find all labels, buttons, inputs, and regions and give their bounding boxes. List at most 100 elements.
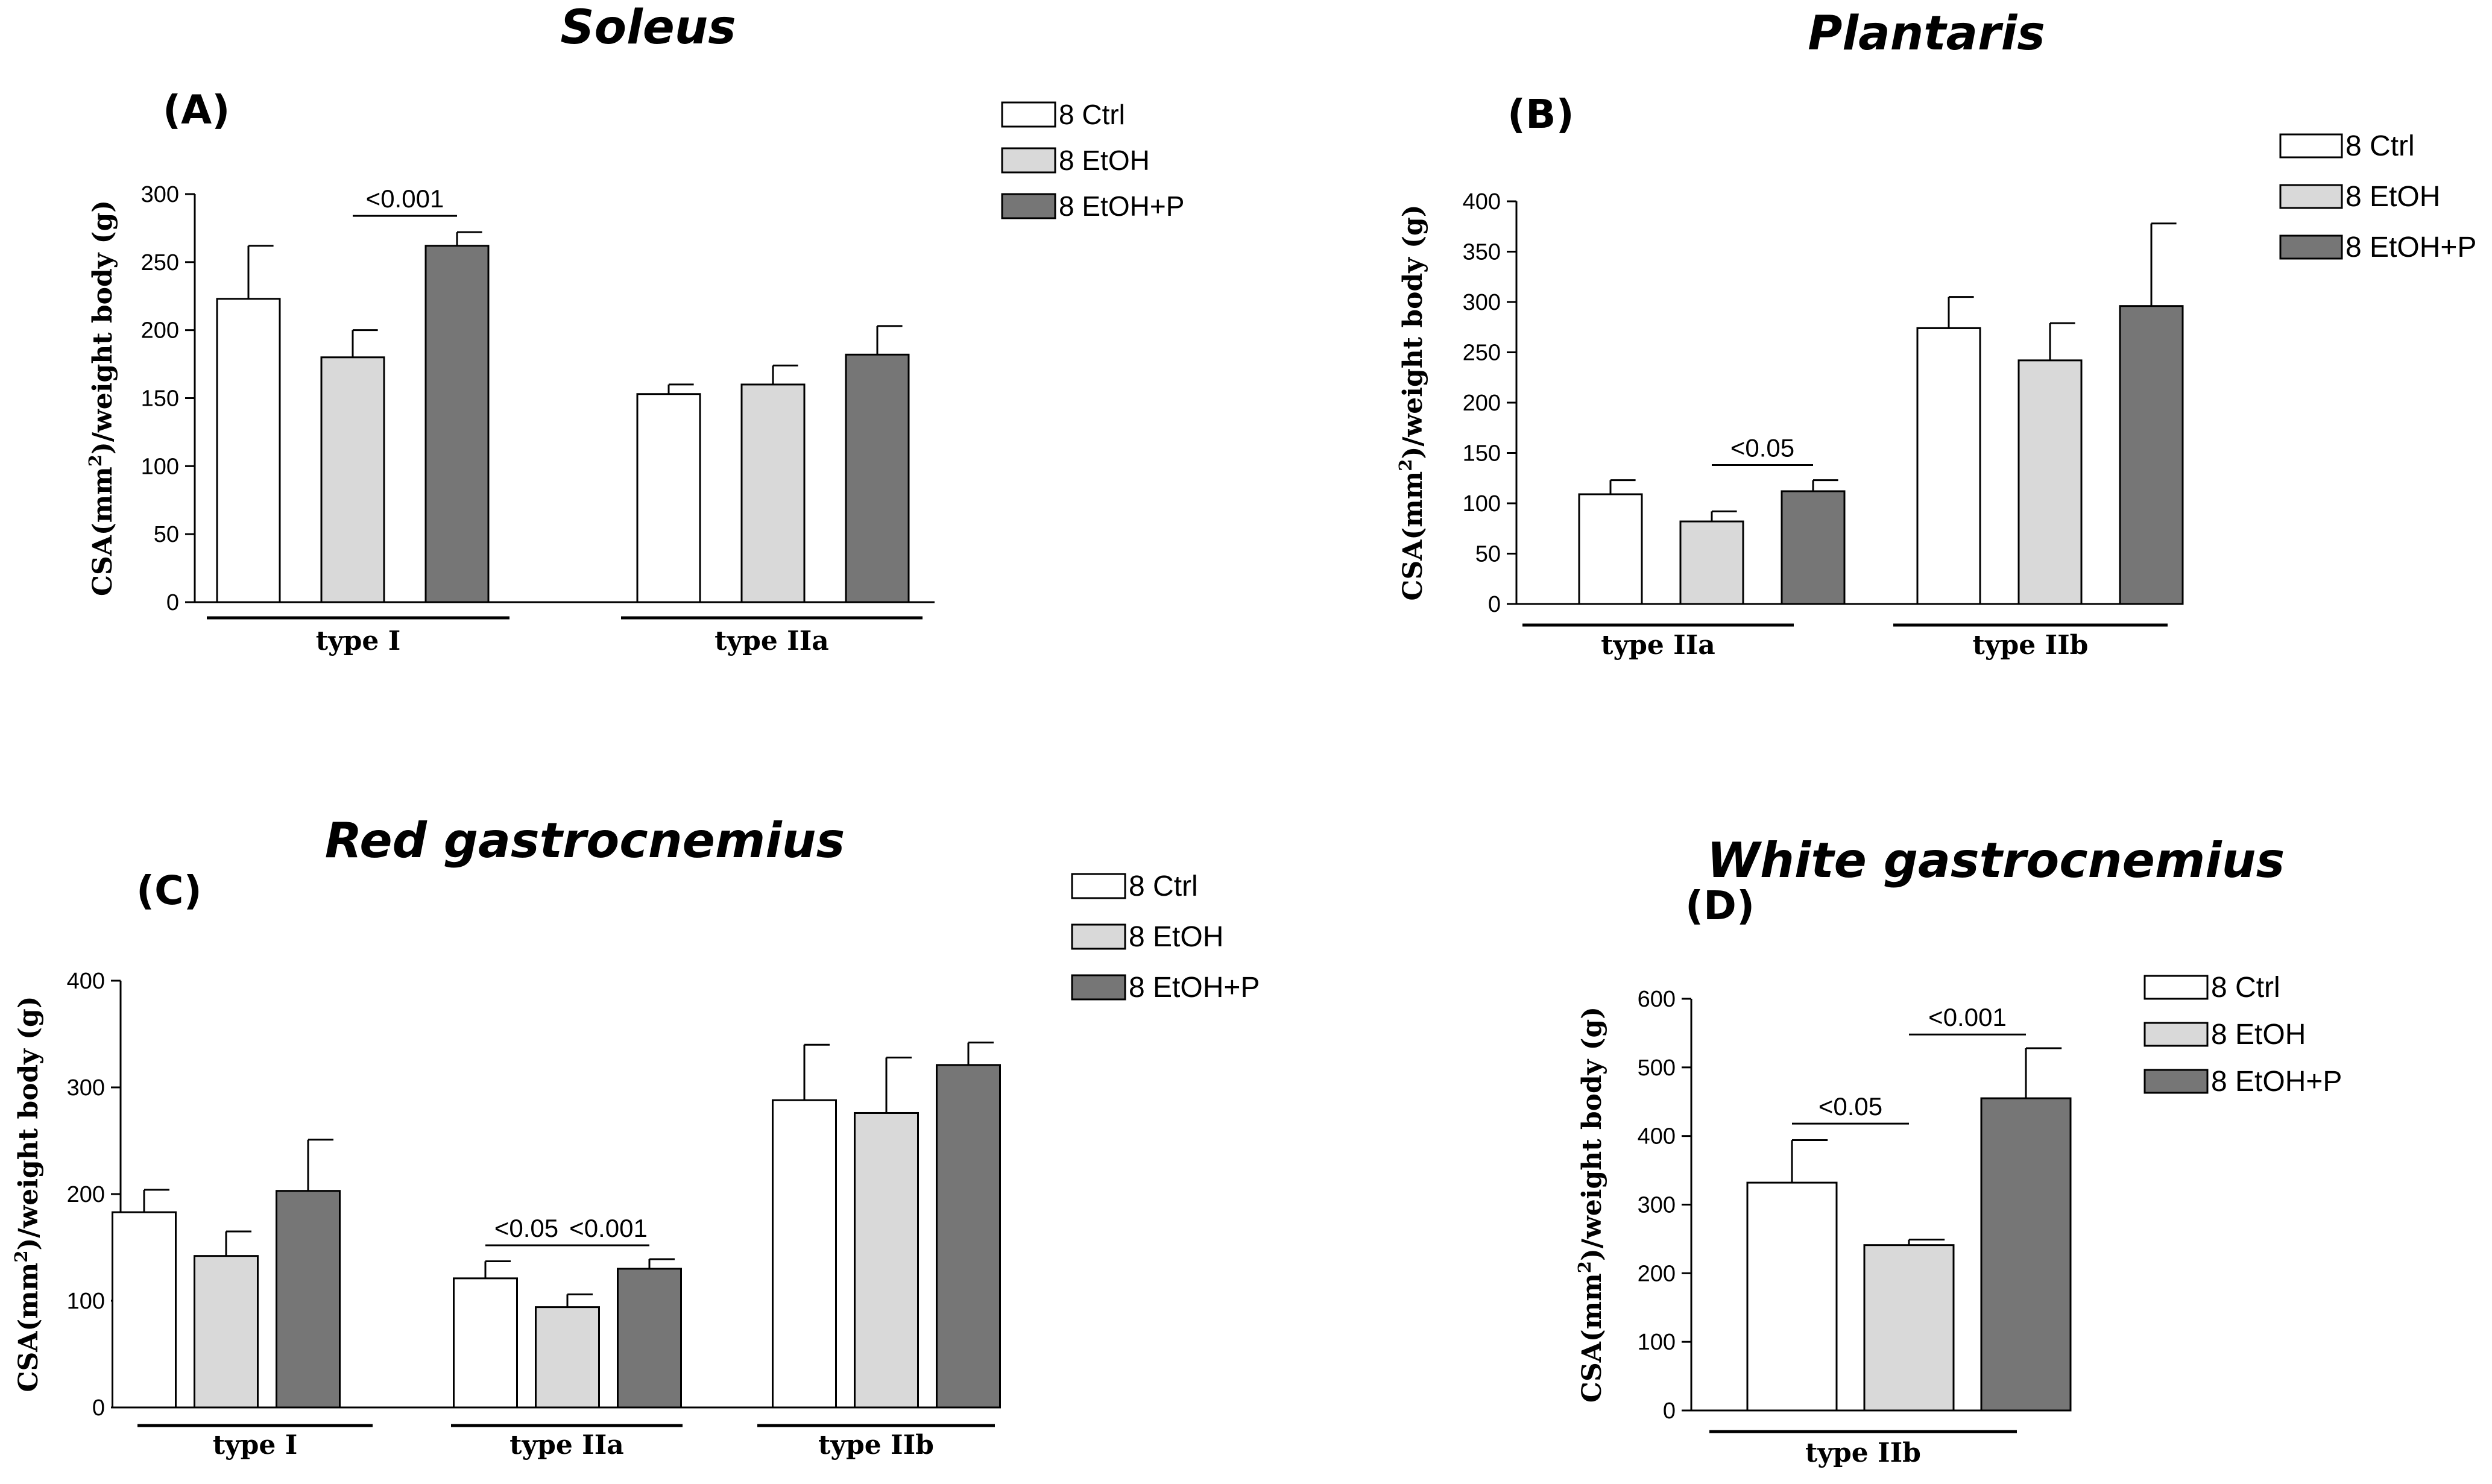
panel-white-gastrocnemius: White gastrocnemius(D) 0 100 200 300 400 500 60… xyxy=(1574,832,2342,1468)
bar-8-ctrl-type-iia xyxy=(453,1277,518,1409)
bar-8-etoh-p-type-i xyxy=(276,1190,341,1409)
y-tick-label: 200 xyxy=(141,318,179,344)
legend: 8 Ctrl 8 EtOH 8 EtOH+P xyxy=(2143,972,2342,1098)
panel-label: (B) xyxy=(1507,91,1574,137)
y-tick-label: 400 xyxy=(1463,189,1501,215)
legend-swatch-8-etoh xyxy=(2279,184,2343,209)
legend-swatch-8-etoh xyxy=(2143,1022,2209,1047)
bar-8-etoh-p-type-iia xyxy=(617,1268,682,1409)
y-tick-label: 0 xyxy=(92,1395,105,1421)
y-tick-label: 200 xyxy=(1463,391,1501,416)
legend-swatch-8-etoh-p xyxy=(2143,1069,2209,1094)
panel-red-gastrocnemius: Red gastrocnemius (C) 0 100 200 300 400 CSA(mm2… xyxy=(11,813,1260,1460)
category-label-type-iib: type IIb xyxy=(1805,1438,1921,1468)
legend-label-8-etoh-p: 8 EtOH+P xyxy=(2345,231,2476,263)
y-tick-label: 300 xyxy=(1463,290,1501,315)
legend-label-8-ctrl: 8 Ctrl xyxy=(2345,130,2415,162)
y-tick-label: 250 xyxy=(1463,341,1501,366)
significance-label: <0.001 xyxy=(569,1214,648,1242)
legend-swatch-8-etoh-p xyxy=(2279,234,2343,260)
bar-8-etoh-p-type-i xyxy=(424,245,490,603)
category-label-type-i: type I xyxy=(316,626,401,656)
legend-label-8-etoh: 8 EtOH xyxy=(1129,921,1223,953)
bar-8-ctrl-type-i xyxy=(112,1211,177,1409)
significance-label: <0.05 xyxy=(494,1214,558,1242)
legend-swatch-8-ctrl xyxy=(2143,975,2209,1000)
bar-8-etoh-p-type-iib xyxy=(936,1064,1001,1409)
bar-8-etoh-type-iia xyxy=(740,383,806,603)
category-label-type-iib: type IIb xyxy=(818,1430,934,1460)
y-tick-label: 300 xyxy=(67,1075,105,1101)
y-tick-label: 400 xyxy=(1638,1124,1676,1149)
panel-plantaris: Plantaris (B) 0 50 100 150 200 250 300 350 400 CSA(… xyxy=(1395,7,2476,661)
panel-label: (A) xyxy=(163,87,230,133)
legend-swatch-8-ctrl xyxy=(1071,873,1126,899)
legend-swatch-8-ctrl xyxy=(1001,101,1056,128)
legend-swatch-8-ctrl xyxy=(2279,133,2343,159)
significance-label: <0.05 xyxy=(1819,1092,1882,1121)
panel-label: (D) xyxy=(1685,882,1755,929)
bar-8-etoh-type-iib xyxy=(2017,359,2083,605)
bar-8-etoh-type-iia xyxy=(1679,520,1744,605)
bar-8-ctrl-type-iib xyxy=(772,1099,837,1409)
bar-8-etoh-p-type-iib xyxy=(1980,1097,2072,1412)
y-tick-label: 500 xyxy=(1638,1055,1676,1081)
bar-8-ctrl-type-iia xyxy=(1578,493,1643,605)
category-label-type-i: type I xyxy=(213,1430,298,1460)
bar-8-etoh-p-type-iia xyxy=(1781,490,1846,605)
bar-8-etoh-p-type-iia xyxy=(845,353,910,603)
legend-label-8-ctrl: 8 Ctrl xyxy=(2211,972,2280,1004)
legend-label-8-etoh-p: 8 EtOH+P xyxy=(2211,1066,2342,1098)
bar-8-etoh-type-i xyxy=(320,356,385,603)
bar-8-etoh-type-iib xyxy=(854,1111,919,1409)
legend-label-8-etoh: 8 EtOH xyxy=(2345,181,2440,213)
legend-swatch-8-etoh xyxy=(1001,147,1056,174)
legend-label-8-ctrl: 8 Ctrl xyxy=(1129,870,1198,902)
panel-soleus: Soleus (A) 0 50 100 150 200 250 300 CSA(mm2)/weig… xyxy=(85,1,1184,656)
y-tick-label: 50 xyxy=(1475,542,1501,567)
y-tick-label: 600 xyxy=(1638,987,1676,1012)
legend-label-8-etoh-p: 8 EtOH+P xyxy=(1059,190,1184,222)
y-tick-label: 0 xyxy=(166,590,179,615)
y-tick-label: 100 xyxy=(67,1289,105,1314)
y-tick-label: 300 xyxy=(141,182,179,207)
y-axis-label: CSA(mm2)/weight body (g) xyxy=(1395,204,1428,600)
legend-label-8-ctrl: 8 Ctrl xyxy=(1059,99,1125,130)
bar-8-etoh-type-i xyxy=(194,1255,259,1409)
y-axis-label: CSA(mm2)/weight body (g) xyxy=(85,200,118,596)
legend-label-8-etoh-p: 8 EtOH+P xyxy=(1129,972,1260,1004)
legend-swatch-8-etoh-p xyxy=(1001,193,1056,219)
y-tick-label: 50 xyxy=(154,522,179,547)
legend-label-8-etoh: 8 EtOH xyxy=(2211,1019,2306,1051)
y-tick-label: 150 xyxy=(1463,441,1501,467)
y-tick-label: 150 xyxy=(141,386,179,412)
y-tick-label: 250 xyxy=(141,250,179,275)
category-label-type-iib: type IIb xyxy=(1973,630,2089,661)
significance-label: <0.001 xyxy=(366,184,444,213)
bar-8-ctrl-type-i xyxy=(216,298,281,603)
category-label-type-iia: type IIa xyxy=(509,1430,624,1460)
y-tick-label: 200 xyxy=(1638,1261,1676,1286)
y-tick-label: 400 xyxy=(67,969,105,994)
panel-title: White gastrocnemius xyxy=(1707,832,2285,888)
bar-8-ctrl-type-iib xyxy=(1746,1181,1838,1412)
legend-swatch-8-etoh xyxy=(1071,923,1126,950)
legend: 8 Ctrl 8 EtOH 8 EtOH+P xyxy=(1071,870,1260,1004)
panel-title: Soleus xyxy=(560,1,736,55)
bar-8-ctrl-type-iia xyxy=(636,393,701,603)
y-tick-label: 0 xyxy=(1663,1398,1676,1424)
significance-label: <0.001 xyxy=(1928,1003,2007,1031)
y-axis-label: CSA(mm2)/weight body (g) xyxy=(11,996,44,1392)
legend: 8 Ctrl 8 EtOH 8 EtOH+P xyxy=(2279,130,2476,263)
panel-label: (C) xyxy=(136,867,202,914)
legend-label-8-etoh: 8 EtOH xyxy=(1059,145,1150,176)
category-label-type-iia: type IIa xyxy=(714,626,829,656)
y-axis-label: CSA(mm2)/weight body (g) xyxy=(1574,1007,1607,1403)
legend-swatch-8-etoh-p xyxy=(1071,974,1126,1001)
y-tick-label: 0 xyxy=(1488,592,1501,617)
bar-8-ctrl-type-iib xyxy=(1916,327,1981,605)
y-tick-label: 350 xyxy=(1463,240,1501,265)
panel-title: Red gastrocnemius xyxy=(325,813,845,869)
panel-title: Plantaris xyxy=(1808,7,2045,61)
